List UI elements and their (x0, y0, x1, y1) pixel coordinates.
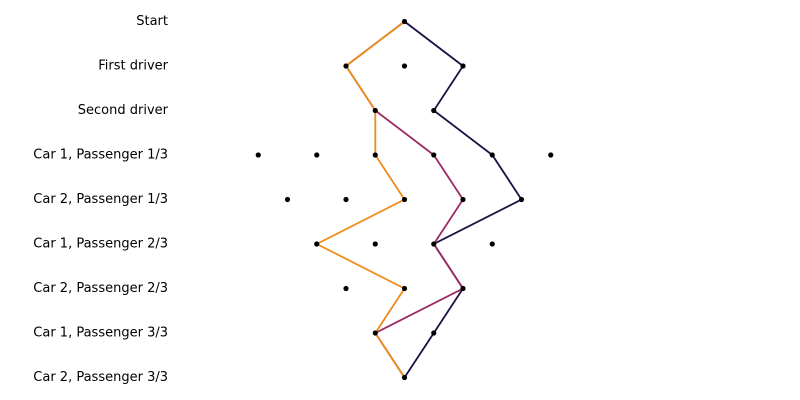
node-point (255, 152, 261, 158)
node-point (489, 152, 495, 158)
level-label: Start (136, 14, 168, 29)
node-point (431, 107, 437, 114)
nodes (255, 18, 554, 381)
level-label: Car 2, Passenger 1/3 (33, 192, 168, 207)
node-point (343, 196, 349, 203)
node-point (401, 196, 408, 203)
node-point (460, 196, 466, 203)
node-point (372, 241, 378, 247)
node-point (518, 196, 525, 203)
node-point (401, 18, 408, 25)
node-point (460, 285, 466, 292)
level-label: Car 1, Passenger 3/3 (33, 326, 168, 341)
node-point (431, 330, 437, 336)
node-point (401, 374, 408, 381)
node-point (460, 63, 466, 69)
level-label: Car 1, Passenger 1/3 (33, 148, 168, 163)
node-point (284, 196, 291, 203)
node-point (431, 152, 437, 158)
node-point (401, 63, 408, 69)
node-point (314, 152, 320, 158)
node-point (548, 152, 554, 158)
node-point (372, 152, 378, 158)
level-label: Car 1, Passenger 2/3 (33, 237, 168, 252)
level-label: Car 2, Passenger 3/3 (33, 370, 168, 385)
node-point (343, 63, 349, 69)
level-label: Second driver (78, 103, 169, 118)
node-point (314, 241, 320, 247)
node-point (401, 285, 408, 292)
node-point (372, 330, 378, 336)
level-label: First driver (98, 59, 168, 74)
node-point (489, 241, 495, 247)
level-label: Car 2, Passenger 2/3 (33, 281, 168, 296)
node-point (431, 241, 437, 247)
node-point (372, 107, 378, 114)
node-point (343, 285, 349, 292)
level-labels: Start First driver Second driver Car 1, Pas… (33, 14, 168, 385)
